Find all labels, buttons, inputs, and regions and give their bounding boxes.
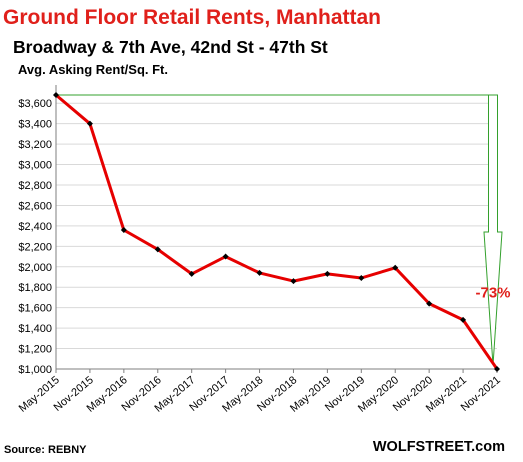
data-point <box>392 264 399 271</box>
data-point <box>256 269 263 276</box>
data-point <box>460 316 467 323</box>
y-tick-label: $1,000 <box>18 364 52 376</box>
data-point <box>426 300 433 307</box>
y-tick-label: $3,600 <box>18 98 52 110</box>
grid-lines <box>56 102 497 370</box>
source-note: Source: REBNY <box>4 444 87 456</box>
data-point <box>358 275 365 282</box>
y-tick-label: $1,600 <box>18 303 52 315</box>
brand-watermark: WOLFSTREET.com <box>372 439 505 455</box>
series <box>53 92 500 372</box>
data-point <box>290 278 297 285</box>
data-point <box>222 253 229 260</box>
data-point <box>86 120 93 127</box>
series-line <box>55 93 499 370</box>
chart-subtitle: Broadway & 7th Ave, 42nd St - 47th St <box>13 37 328 57</box>
decline-arrow <box>56 94 503 366</box>
y-tick-label: $2,000 <box>18 262 52 274</box>
y-tick-label: $1,200 <box>18 344 52 356</box>
y-tick-label: $1,800 <box>18 282 52 294</box>
axes <box>55 85 498 373</box>
data-point <box>188 270 195 277</box>
y-tick-label: $3,000 <box>18 160 52 172</box>
y-tick-labels: $1,000 $1,200 $1,400 $1,600 $1,800 $2,000 $2,2… <box>18 98 52 376</box>
decline-arrow-shape <box>483 94 503 366</box>
x-tick-labels: May-2015Nov-2015May-2016Nov-2016May-2017… <box>17 374 503 415</box>
y-tick-label: $2,200 <box>18 241 52 253</box>
y-tick-label: $3,200 <box>18 139 52 151</box>
annotations: -73% <box>475 284 510 301</box>
chart-title: Ground Floor Retail Rents, Manhattan <box>3 6 382 29</box>
percent-change-annotation: -73% <box>475 284 510 301</box>
y-axis-label: Avg. Asking Rent/Sq. Ft. <box>18 62 168 77</box>
y-tick-label: $2,400 <box>18 221 52 233</box>
y-tick-label: $2,600 <box>18 200 52 212</box>
data-point <box>53 92 59 99</box>
y-tick-label: $2,800 <box>18 180 52 192</box>
data-point <box>120 226 127 233</box>
data-point <box>494 366 500 372</box>
y-tick-label: $1,400 <box>18 323 52 335</box>
data-point <box>324 270 331 277</box>
data-point <box>154 246 161 253</box>
y-tick-label: $3,400 <box>18 119 52 131</box>
